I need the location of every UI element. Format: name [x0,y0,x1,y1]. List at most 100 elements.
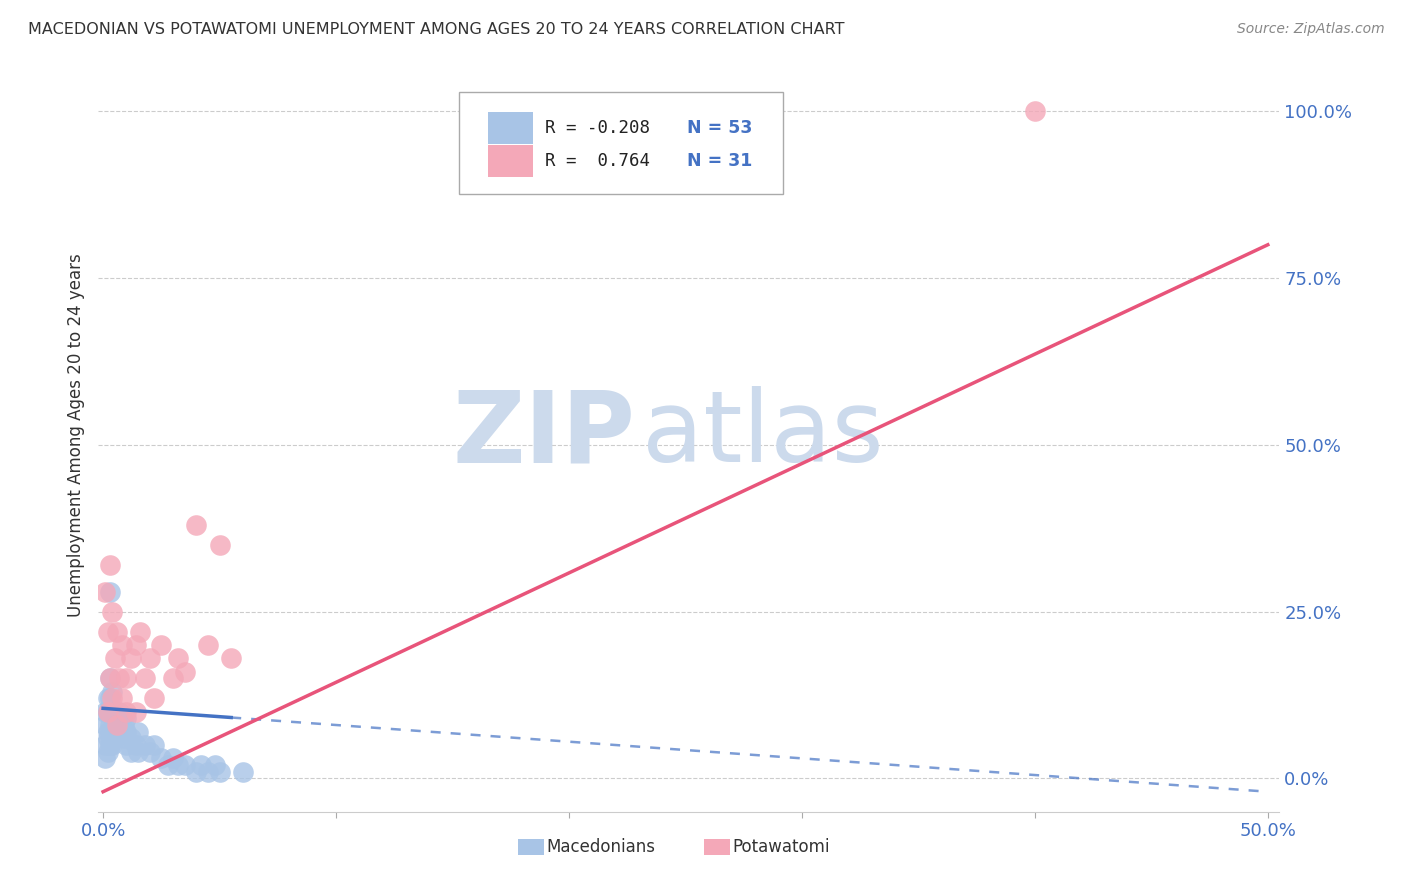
Point [98,584,121,599]
Text: MACEDONIAN VS POTAWATOMI UNEMPLOYMENT AMONG AGES 20 TO 24 YEARS CORRELATION CHAR: MACEDONIAN VS POTAWATOMI UNEMPLOYMENT AM… [28,22,845,37]
Text: atlas: atlas [641,386,883,483]
Text: Source: ZipAtlas.com: Source: ZipAtlas.com [1237,22,1385,37]
Point [104,705,127,719]
Point [105,711,128,725]
Point [104,651,127,665]
Point [115,671,138,685]
Point [208,764,231,779]
Point [98,558,121,572]
Text: R = -0.208: R = -0.208 [546,119,650,137]
Point [173,665,195,679]
Point [105,624,128,639]
Point [166,758,188,772]
Point [101,684,124,698]
Point [98,671,121,685]
Point [186,517,208,532]
Point [97,731,120,746]
Point [129,624,152,639]
Point [120,731,142,746]
Point [127,724,149,739]
Point [94,705,117,719]
FancyBboxPatch shape [458,92,783,194]
Point [97,705,120,719]
Point [143,691,166,706]
Text: Potawatomi: Potawatomi [733,838,830,856]
Point [143,738,166,752]
Y-axis label: Unemployment Among Ages 20 to 24 years: Unemployment Among Ages 20 to 24 years [66,253,84,616]
Point [150,638,173,652]
Point [125,705,148,719]
Point [111,724,134,739]
Point [101,705,124,719]
Point [162,751,184,765]
Point [115,711,138,725]
Point [101,724,124,739]
Point [97,705,120,719]
Point [208,538,231,552]
Point [150,751,173,765]
Point [97,691,120,706]
Point [120,651,142,665]
Point [120,745,142,759]
Point [190,758,212,772]
Point [125,738,148,752]
Point [101,738,124,752]
Point [104,731,127,746]
Point [197,764,219,779]
Point [232,764,254,779]
Point [98,724,121,739]
Point [115,705,138,719]
Point [97,745,120,759]
Point [104,718,127,732]
Point [166,651,188,665]
Point [173,758,195,772]
Point [101,691,124,706]
Point [108,705,131,719]
Point [105,718,128,732]
Point [112,718,135,732]
Point [108,671,131,685]
Text: N = 31: N = 31 [686,153,752,170]
Point [98,738,121,752]
Point [98,671,121,685]
Text: N = 53: N = 53 [686,119,752,137]
Point [111,638,134,652]
Point [219,651,242,665]
Bar [488,112,533,144]
Point [111,711,134,725]
Point [1024,104,1046,119]
Point [134,671,156,685]
Point [115,724,138,739]
Point [97,724,120,739]
Bar [517,838,544,855]
Point [115,738,138,752]
Point [94,584,117,599]
Point [157,758,180,772]
Point [98,705,121,719]
Point [138,745,160,759]
Point [197,638,219,652]
Point [111,691,134,706]
Point [108,718,131,732]
Text: ZIP: ZIP [453,386,636,483]
Point [101,605,124,619]
Point [97,624,120,639]
Bar [704,838,730,855]
Point [94,738,117,752]
Point [162,671,184,685]
Point [105,724,128,739]
Point [127,745,149,759]
Point [94,751,117,765]
Point [112,731,135,746]
Point [125,638,148,652]
Text: R =  0.764: R = 0.764 [546,153,650,170]
Point [98,691,121,706]
Point [186,764,208,779]
Point [94,718,117,732]
Point [138,651,160,665]
Point [134,738,156,752]
Bar [488,145,533,178]
Text: Macedonians: Macedonians [546,838,655,856]
Point [204,758,226,772]
Point [98,718,121,732]
